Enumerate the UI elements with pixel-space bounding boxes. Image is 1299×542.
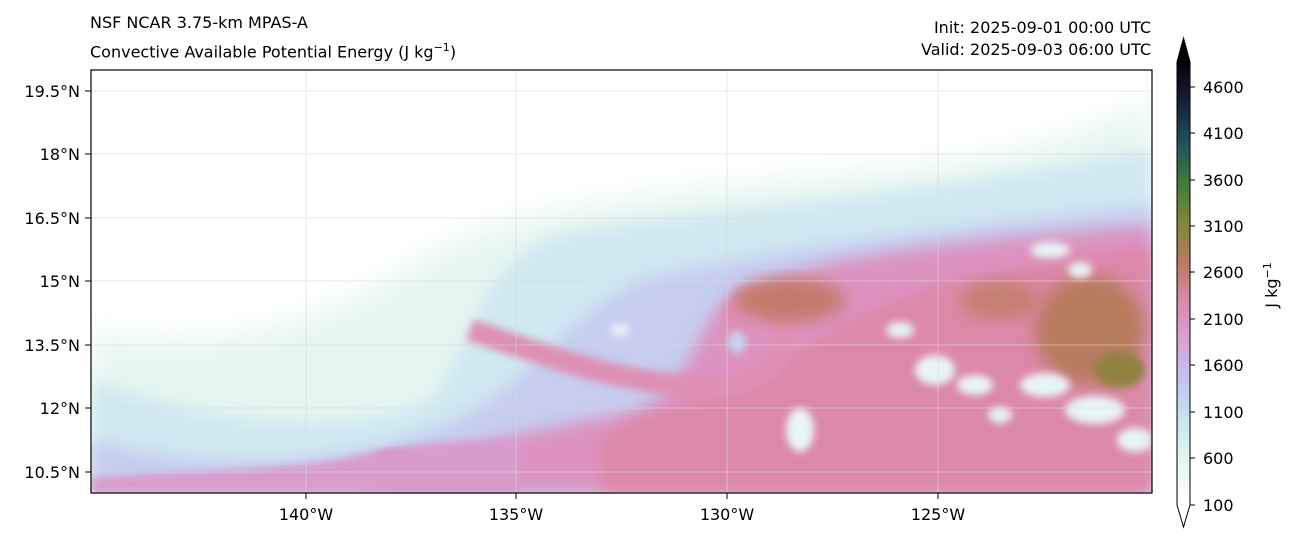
title-field-close: ) bbox=[449, 42, 457, 62]
lat-tick-label: 16.5°N bbox=[24, 209, 80, 228]
colorbar-tick-label: 4600 bbox=[1203, 78, 1244, 97]
colorbar-tick-label: 1100 bbox=[1203, 403, 1244, 422]
lat-axis: 19.5°N 18°N 16.5°N 15°N 13.5°N 12°N 10.5… bbox=[24, 82, 91, 482]
colorbar-tick-label: 4100 bbox=[1203, 124, 1244, 143]
lon-tick-label: 125°W bbox=[911, 505, 966, 524]
title-field: Convective Available Potential Energy (J… bbox=[90, 39, 456, 61]
lon-axis: 140°W 135°W 130°W 125°W bbox=[279, 493, 966, 524]
title-field-exp: −1 bbox=[433, 41, 450, 54]
colorbar: 4600 4100 3600 3100 2600 2100 1600 1100 … bbox=[1176, 36, 1281, 529]
colorbar-label: J kg−1 bbox=[1261, 262, 1281, 308]
colorbar-label-text: J kg bbox=[1262, 278, 1281, 308]
lat-tick-label: 13.5°N bbox=[24, 336, 80, 355]
lon-tick-label: 130°W bbox=[700, 505, 755, 524]
lat-tick-label: 12°N bbox=[40, 399, 80, 418]
cape-field bbox=[91, 70, 1152, 493]
colorbar-gradient bbox=[1177, 62, 1190, 505]
colorbar-extend-max bbox=[1177, 38, 1190, 62]
colorbar-tick-label: 3600 bbox=[1203, 171, 1244, 190]
colorbar-tick-label: 3100 bbox=[1203, 217, 1244, 236]
valid-time: Valid: 2025-09-03 06:00 UTC bbox=[920, 40, 1151, 59]
title-field-text: Convective Available Potential Energy (J… bbox=[90, 42, 434, 62]
lat-tick-label: 15°N bbox=[40, 272, 80, 291]
title-model: NSF NCAR 3.75-km MPAS-A bbox=[90, 13, 308, 32]
graticule bbox=[91, 70, 1152, 493]
lat-tick-label: 18°N bbox=[40, 145, 80, 164]
lat-tick-label: 19.5°N bbox=[24, 82, 80, 101]
colorbar-tick-label: 2600 bbox=[1203, 263, 1244, 282]
colorbar-tick-label: 2100 bbox=[1203, 310, 1244, 329]
colorbar-extend-min bbox=[1177, 505, 1190, 527]
init-time: Init: 2025-09-01 00:00 UTC bbox=[933, 18, 1151, 37]
lon-tick-label: 140°W bbox=[279, 505, 334, 524]
colorbar-tick-label: 100 bbox=[1203, 496, 1234, 515]
lat-tick-label: 10.5°N bbox=[24, 463, 80, 482]
colorbar-tick-label: 1600 bbox=[1203, 356, 1244, 375]
lon-tick-label: 135°W bbox=[489, 505, 544, 524]
colorbar-label-exp: −1 bbox=[1261, 262, 1274, 278]
colorbar-tick-label: 600 bbox=[1203, 449, 1234, 468]
